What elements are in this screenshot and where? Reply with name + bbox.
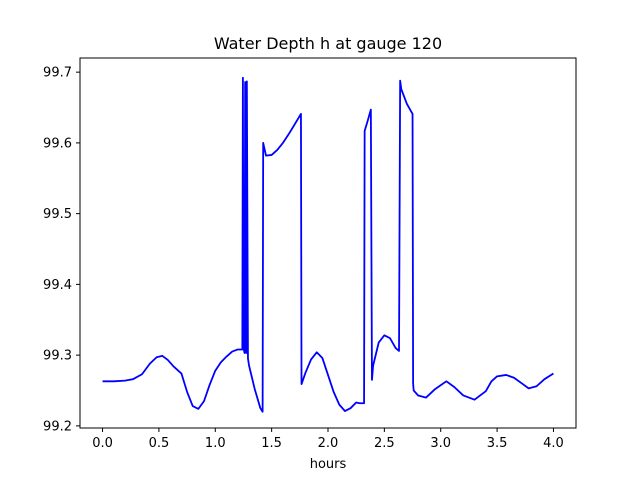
y-tick-label: 99.2: [43, 419, 72, 434]
x-tick-label: 3.5: [487, 436, 508, 451]
y-tick-label: 99.4: [43, 278, 72, 293]
y-tick-label: 99.3: [43, 349, 72, 364]
x-tick-label: 0.5: [149, 436, 170, 451]
y-tick-label: 99.7: [43, 66, 72, 81]
x-tick-label: 2.0: [318, 436, 339, 451]
y-axis: 99.2 99.3 99.4 99.5 99.6 99.7: [43, 66, 80, 434]
y-tick-label: 99.6: [43, 136, 72, 151]
chart-title: Water Depth h at gauge 120: [214, 34, 442, 53]
series-line: [102, 76, 554, 413]
x-axis: 0.0 0.5 1.0 1.5 2.0 2.5 3.0 3.5 4.0: [92, 428, 564, 451]
x-axis-label: hours: [310, 457, 347, 472]
x-tick-label: 4.0: [543, 436, 564, 451]
y-tick-label: 99.5: [43, 207, 72, 222]
x-tick-label: 0.0: [92, 436, 113, 451]
x-tick-label: 1.0: [205, 436, 226, 451]
x-tick-label: 3.0: [430, 436, 451, 451]
x-tick-label: 1.5: [261, 436, 282, 451]
x-tick-label: 2.5: [374, 436, 395, 451]
